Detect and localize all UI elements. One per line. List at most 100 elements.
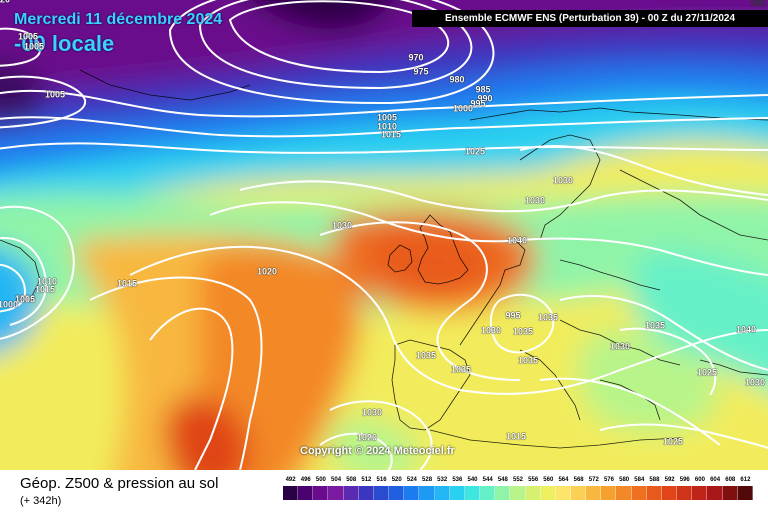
run-info: Ensemble ECMWF ENS (Perturbation 39) - 0… bbox=[412, 10, 768, 27]
isobar-label: 995 bbox=[505, 310, 521, 321]
legend-value: 500 bbox=[315, 477, 326, 483]
legend-value: 492 bbox=[285, 477, 296, 483]
isobar-label: 1000 bbox=[452, 103, 474, 114]
isobar-label: 1035 bbox=[644, 320, 666, 331]
legend-value: 528 bbox=[422, 477, 433, 483]
legend-value: 568 bbox=[573, 477, 584, 483]
isobar-label: 1030 bbox=[361, 407, 383, 418]
isobar-label: 1005 bbox=[14, 294, 36, 305]
legend-swatch bbox=[373, 486, 390, 500]
legend-value: 588 bbox=[649, 477, 660, 483]
legend-swatch bbox=[313, 486, 329, 500]
legend-value: 496 bbox=[300, 477, 311, 483]
legend-value: 584 bbox=[634, 477, 645, 483]
legend-value: 576 bbox=[603, 477, 614, 483]
legend-swatch bbox=[692, 486, 708, 500]
legend-value: 556 bbox=[528, 477, 539, 483]
legend-swatch bbox=[661, 486, 678, 500]
product-title: Géop. Z500 & pression au sol bbox=[20, 475, 219, 492]
legend-value: 592 bbox=[664, 477, 675, 483]
local-time: -00 locale bbox=[14, 31, 115, 56]
isobar-label: 1005 bbox=[17, 31, 39, 42]
legend-swatch bbox=[419, 486, 435, 500]
legend-value: 548 bbox=[497, 477, 508, 483]
legend-swatch bbox=[283, 486, 299, 500]
isobar-label: 990 bbox=[477, 93, 493, 104]
legend-value: 536 bbox=[452, 477, 463, 483]
isobar-label: 1015 bbox=[505, 431, 527, 442]
isobar-label: 980 bbox=[449, 74, 465, 85]
legend-value: 580 bbox=[619, 477, 630, 483]
isobar-label: 1025 bbox=[464, 146, 486, 157]
isobar-label: 1035 bbox=[450, 364, 472, 375]
isobar-label: 985 bbox=[475, 84, 491, 95]
legend-value: 512 bbox=[361, 477, 372, 483]
isobar-label: 1040 bbox=[506, 235, 528, 246]
isobar-label: 1030 bbox=[609, 341, 631, 352]
isobar-label: 1035 bbox=[512, 326, 534, 337]
legend-value: 608 bbox=[725, 477, 736, 483]
legend-swatch bbox=[525, 486, 541, 500]
isobar-label: 1010 bbox=[14, 293, 36, 304]
isobar-label: 1020 bbox=[356, 432, 378, 443]
legend-swatch bbox=[449, 486, 465, 500]
isobar-label: 1025 bbox=[662, 436, 684, 447]
footer: Géop. Z500 & pression au sol (+ 342h) 49… bbox=[0, 470, 768, 512]
z500-field bbox=[0, 0, 768, 470]
legend-value: 532 bbox=[437, 477, 448, 483]
legend-swatch bbox=[434, 486, 450, 500]
color-legend bbox=[283, 486, 753, 500]
legend-swatch bbox=[586, 486, 602, 500]
isobar-label: 1015 bbox=[116, 278, 138, 289]
legend-swatch bbox=[328, 486, 344, 500]
isobar-label: 970 bbox=[408, 52, 424, 63]
legend-swatch bbox=[404, 486, 420, 500]
isobar-label: 1010 bbox=[376, 121, 398, 132]
isobar-label: 1030 bbox=[480, 325, 502, 336]
legend-swatch bbox=[707, 486, 723, 500]
legend-swatch bbox=[555, 486, 571, 500]
legend-swatch bbox=[601, 486, 617, 500]
isobar-label: 1000 bbox=[0, 299, 19, 310]
legend-swatch bbox=[358, 486, 374, 500]
legend-swatch bbox=[464, 486, 481, 500]
isobar-label: 1015 bbox=[34, 284, 56, 295]
isobar-label: 995 bbox=[470, 98, 486, 109]
legend-swatch bbox=[677, 486, 693, 500]
legend-value: 520 bbox=[391, 477, 402, 483]
legend-swatch bbox=[722, 486, 738, 500]
legend-value: 600 bbox=[694, 477, 705, 483]
legend-value: 612 bbox=[740, 477, 751, 483]
isobar-label: 1030 bbox=[524, 195, 546, 206]
isobar-label: 1015 bbox=[380, 129, 402, 140]
isobar-label: 1020 bbox=[256, 266, 278, 277]
legend-labels: 492 496 500 504 508 512 516 520 524 528 532 536 540 5… bbox=[283, 477, 753, 487]
map-panel: Mercredi 11 décembre 2024 -00 locale Ens… bbox=[0, 0, 768, 470]
isobar-label: 1035 bbox=[415, 350, 437, 361]
legend-value: 516 bbox=[376, 477, 387, 483]
legend-value: 504 bbox=[331, 477, 342, 483]
legend-swatch bbox=[631, 486, 647, 500]
legend-swatch bbox=[570, 486, 587, 500]
legend-value: 560 bbox=[543, 477, 554, 483]
legend-swatch bbox=[389, 486, 405, 500]
isobar-label: 1035 bbox=[537, 312, 559, 323]
legend-swatch bbox=[343, 486, 359, 500]
legend-value: 552 bbox=[512, 477, 524, 483]
legend-value: 540 bbox=[467, 477, 478, 483]
isobar-label: 1005 bbox=[23, 41, 45, 52]
legend-value: 572 bbox=[588, 477, 599, 483]
legend-swatch bbox=[298, 486, 314, 500]
isobar-label: 1025 bbox=[696, 367, 718, 378]
legend-swatch bbox=[737, 486, 753, 500]
legend-value: 604 bbox=[710, 477, 721, 483]
legend-swatch bbox=[540, 486, 556, 500]
legend-value: 544 bbox=[482, 477, 493, 483]
isobar-label: 1030 bbox=[744, 377, 766, 388]
legend-swatch bbox=[495, 486, 511, 500]
isobar-label: 1040 bbox=[735, 324, 757, 335]
legend-swatch bbox=[480, 486, 496, 500]
map-graphic bbox=[0, 0, 768, 470]
legend-value: 596 bbox=[679, 477, 690, 483]
